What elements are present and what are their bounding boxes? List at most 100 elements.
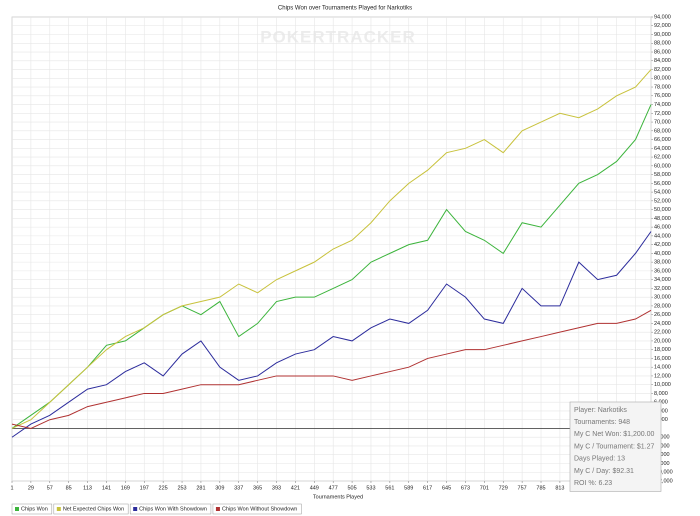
- info-text: Player: Narkotiks: [574, 407, 627, 414]
- y-tick-label: 62,000: [654, 155, 671, 161]
- y-tick-label: 8,000: [654, 391, 668, 397]
- y-tick-label: 24,000: [654, 321, 671, 327]
- info-text: ROI %: 6.23: [574, 480, 612, 487]
- x-tick-label: 281: [196, 485, 205, 491]
- y-tick-label: -8,000: [654, 461, 670, 467]
- legend-item: Net Expected Chips Won: [53, 503, 129, 515]
- x-tick-label: 29: [28, 485, 34, 491]
- legend-box: [129, 503, 212, 515]
- x-tick-label: 85: [66, 485, 72, 491]
- y-tick-label: -12,000: [654, 478, 673, 484]
- x-tick-label: 617: [423, 485, 432, 491]
- y-tick-label: 36,000: [654, 268, 671, 274]
- y-tick-label: 64,000: [654, 146, 671, 152]
- x-tick-label: 477: [329, 485, 338, 491]
- y-tick-label: 78,000: [654, 84, 671, 90]
- y-tick-label: 60,000: [654, 163, 671, 169]
- legend-box: [11, 503, 53, 515]
- legend-item: Chips Won With Showdown: [129, 503, 212, 515]
- series-line: [11, 69, 652, 429]
- y-tick-label: 90,000: [654, 32, 671, 38]
- legend-item: Chips Won: [11, 503, 53, 515]
- y-tick-label: 44,000: [654, 233, 671, 239]
- legend-box: [53, 503, 129, 515]
- x-tick-label: 645: [442, 485, 451, 491]
- x-tick-label: 785: [536, 485, 545, 491]
- y-tick-label: 20,000: [654, 338, 671, 344]
- series-line: [11, 104, 652, 429]
- y-tick-label: 80,000: [654, 76, 671, 82]
- x-tick-label: 421: [291, 485, 300, 491]
- legend-label: Chips Won With Showdown: [139, 506, 207, 512]
- x-tick-label: 589: [404, 485, 413, 491]
- y-tick-label: 76,000: [654, 93, 671, 99]
- y-tick-label: 42,000: [654, 242, 671, 248]
- y-tick-label: 56,000: [654, 181, 671, 187]
- x-tick-label: 533: [366, 485, 375, 491]
- x-tick-label: 141: [102, 485, 111, 491]
- x-axis-label: Tournaments Played: [313, 494, 363, 500]
- y-tick-label: 68,000: [654, 128, 671, 134]
- y-tick-label: 66,000: [654, 137, 671, 143]
- y-tick-label: 74,000: [654, 102, 671, 108]
- y-tick-label: -6,000: [654, 452, 670, 458]
- y-tick-label: 14,000: [654, 365, 671, 371]
- legend-label: Net Expected Chips Won: [63, 506, 124, 512]
- legend-swatch: [133, 507, 138, 511]
- y-tick-label: 88,000: [654, 41, 671, 47]
- x-tick-label: 701: [480, 485, 489, 491]
- y-tick-label: 72,000: [654, 111, 671, 117]
- y-tick-label: 46,000: [654, 225, 671, 231]
- legend-label: Chips Won Without Showdown: [222, 506, 297, 512]
- x-tick-label: 757: [518, 485, 527, 491]
- chart-title: Chips Won over Tournaments Played for Na…: [278, 6, 412, 12]
- x-tick-label: 813: [555, 485, 564, 491]
- y-tick-label: 28,000: [654, 303, 671, 309]
- x-tick-label: 365: [253, 485, 262, 491]
- y-tick-label: 10,000: [654, 382, 671, 388]
- x-tick-label: 505: [347, 485, 356, 491]
- info-text: My C / Day: $92.31: [574, 468, 634, 475]
- legend-swatch: [15, 507, 19, 511]
- y-tick-label: 84,000: [654, 58, 671, 64]
- y-tick-label: 38,000: [654, 260, 671, 266]
- y-tick-label: 86,000: [654, 49, 671, 55]
- y-tick-label: -2,000: [654, 435, 670, 441]
- y-tick-label: 52,000: [654, 198, 671, 204]
- y-tick-label: 58,000: [654, 172, 671, 178]
- y-tick-label: 22,000: [654, 330, 671, 336]
- y-tick-label: 92,000: [654, 23, 671, 29]
- x-tick-label: 673: [461, 485, 470, 491]
- y-tick-label: 50,000: [654, 207, 671, 213]
- y-tick-label: 30,000: [654, 295, 671, 301]
- x-tick-label: 169: [121, 485, 130, 491]
- x-tick-label: 729: [499, 485, 508, 491]
- x-tick-label: 561: [385, 485, 394, 491]
- y-tick-label: 12,000: [654, 373, 671, 379]
- y-tick-label: 48,000: [654, 216, 671, 222]
- y-tick-label: 54,000: [654, 190, 671, 196]
- info-text: My C Net Won: $1,200.00: [574, 431, 655, 438]
- info-text: Days Played: 13: [574, 456, 625, 463]
- series-line: [11, 309, 652, 429]
- y-tick-label: 32,000: [654, 286, 671, 292]
- y-tick-label: 82,000: [654, 67, 671, 73]
- x-tick-label: 197: [140, 485, 149, 491]
- x-tick-label: 309: [215, 485, 224, 491]
- y-tick-label: 40,000: [654, 251, 671, 257]
- legend-box: [212, 503, 302, 515]
- y-tick-label: 16,000: [654, 356, 671, 362]
- y-tick-label: 70,000: [654, 120, 671, 126]
- watermark: POKERTRACKER: [260, 27, 416, 46]
- x-tick-label: 393: [272, 485, 281, 491]
- y-tick-label: 18,000: [654, 347, 671, 353]
- plot-area: [11, 16, 652, 482]
- y-tick-label: 34,000: [654, 277, 671, 283]
- x-tick-label: 253: [177, 485, 186, 491]
- legend-swatch: [215, 507, 220, 511]
- x-tick-label: 57: [47, 485, 53, 491]
- legend-item: Chips Won Without Showdown: [212, 503, 302, 515]
- x-tick-label: 337: [234, 485, 243, 491]
- x-tick-label: 225: [159, 485, 168, 491]
